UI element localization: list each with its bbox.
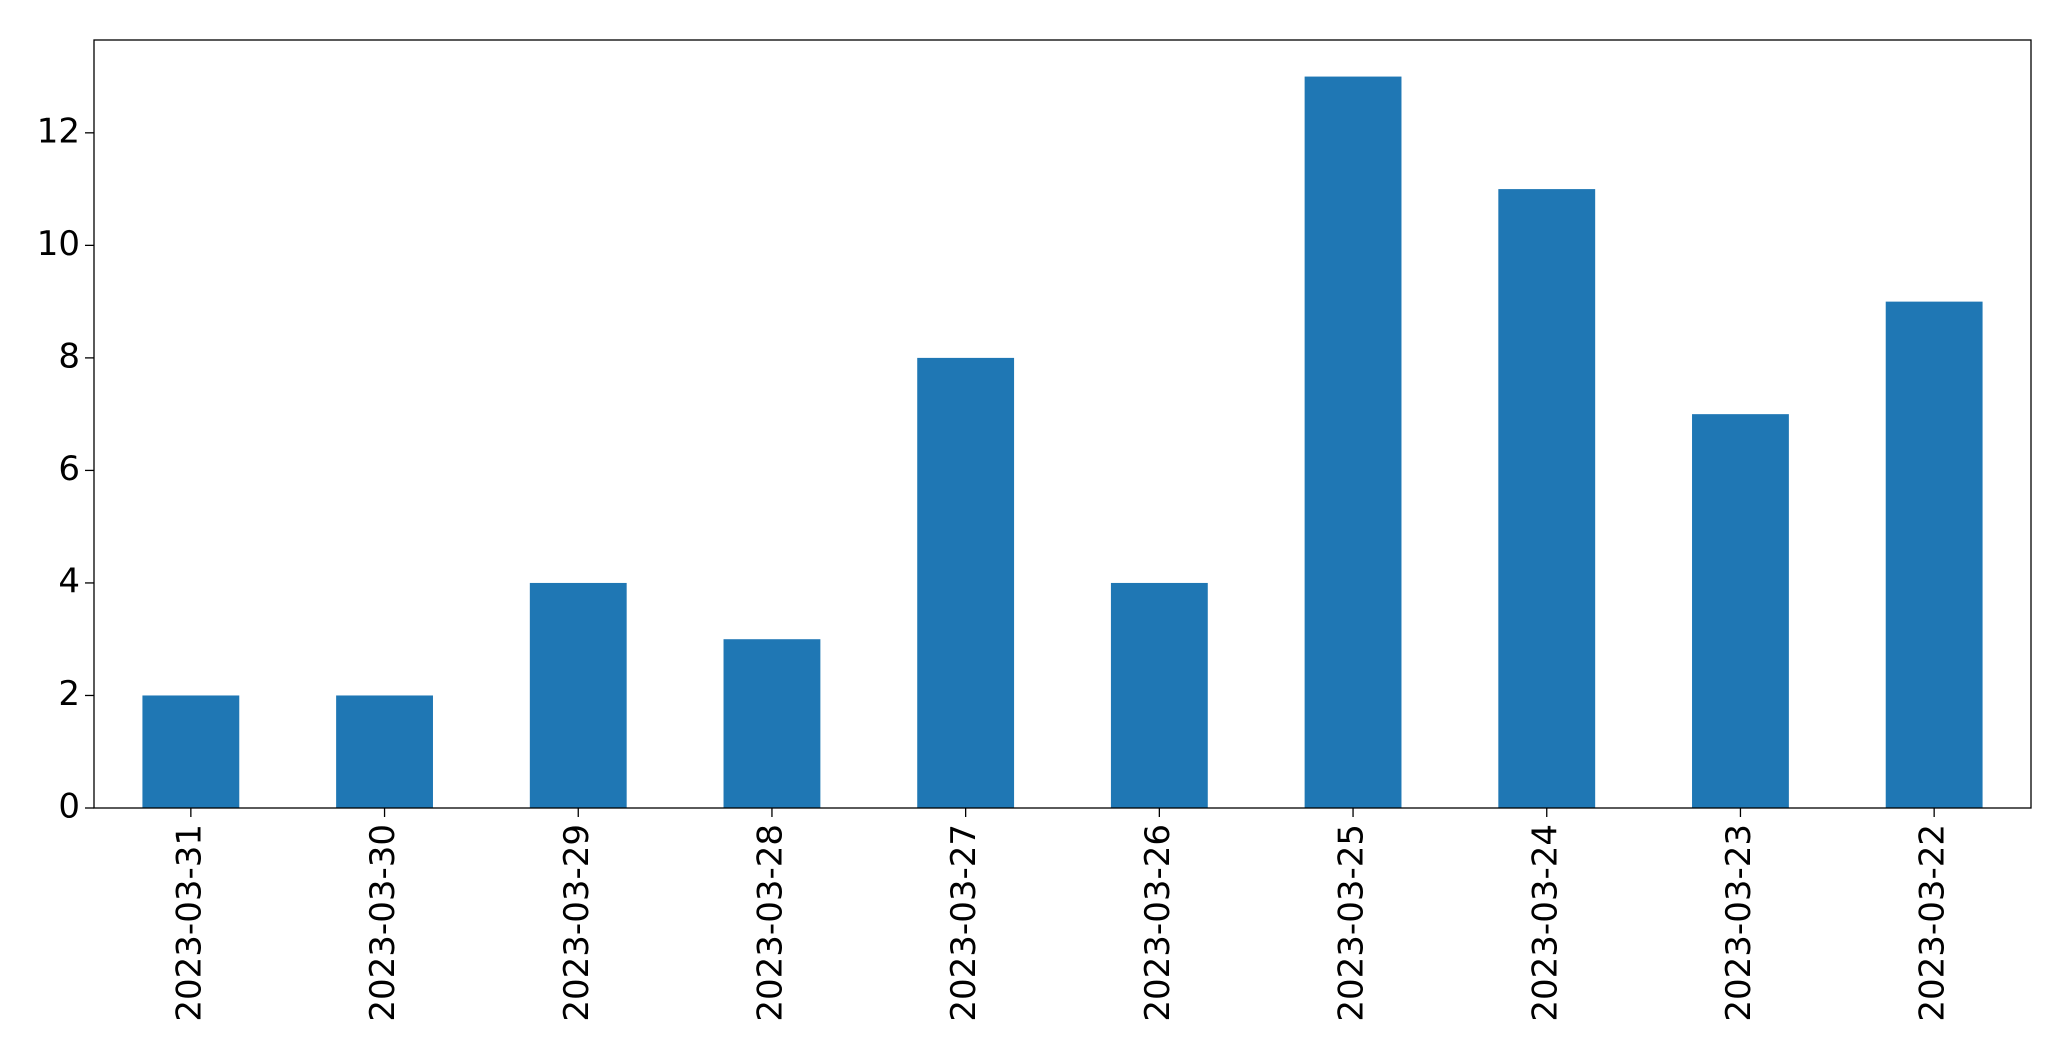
x-tick-label: 2023-03-25	[1332, 824, 1372, 1022]
x-tick-label: 2023-03-31	[169, 824, 209, 1022]
x-tick-label: 2023-03-26	[1138, 824, 1178, 1022]
x-tick-label: 2023-03-24	[1525, 824, 1565, 1022]
y-tick-label: 12	[37, 111, 80, 151]
bar	[1885, 301, 1983, 808]
y-tick-label: 0	[58, 787, 80, 827]
bar	[1692, 414, 1789, 808]
bar	[142, 695, 240, 808]
bar	[336, 695, 433, 808]
y-tick-label: 8	[58, 336, 80, 376]
x-tick-label: 2023-03-29	[557, 824, 597, 1022]
bar	[917, 357, 1015, 808]
x-tick-label: 2023-03-30	[363, 824, 403, 1022]
x-tick-label: 2023-03-23	[1719, 824, 1759, 1022]
x-tick-label: 2023-03-27	[944, 824, 984, 1022]
y-tick-label: 6	[58, 449, 80, 489]
y-tick-label: 2	[58, 674, 80, 714]
bar	[529, 582, 627, 808]
y-tick-label: 10	[37, 224, 80, 264]
x-tick-label: 2023-03-28	[750, 824, 790, 1022]
bar	[1304, 76, 1402, 809]
bar	[1498, 189, 1596, 809]
y-tick-label: 4	[58, 561, 80, 601]
bar	[723, 639, 821, 808]
plot-frame	[93, 39, 2032, 809]
bar	[1110, 582, 1208, 808]
x-tick-label: 2023-03-22	[1913, 824, 1953, 1022]
